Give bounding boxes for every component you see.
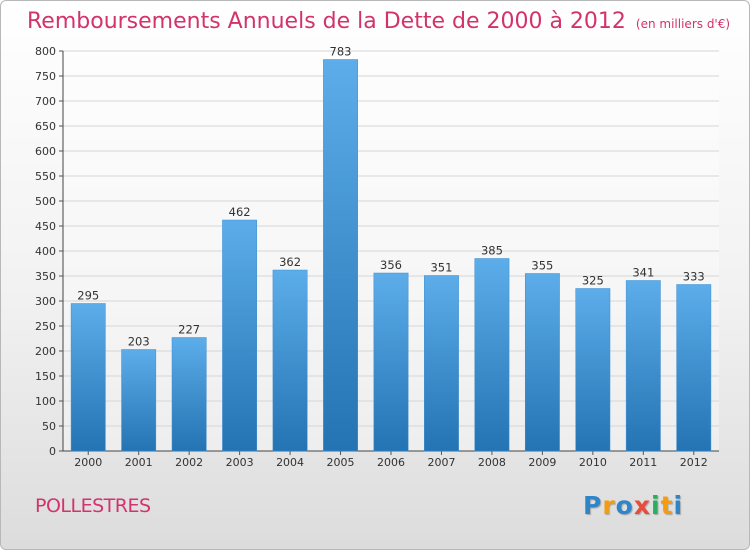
value-label: 356 (380, 258, 402, 272)
x-tick-label: 2000 (74, 456, 102, 469)
value-label: 783 (330, 45, 352, 59)
value-label: 385 (481, 244, 503, 258)
value-label: 295 (77, 289, 99, 303)
value-label: 351 (430, 261, 452, 275)
x-tick-label: 2012 (680, 456, 708, 469)
logo-letter: x (633, 491, 651, 520)
bar-2011 (625, 280, 661, 452)
value-label: 362 (279, 255, 301, 269)
x-tick-label: 2003 (226, 456, 254, 469)
y-tick-label: 0 (49, 445, 56, 458)
x-tick-label: 2001 (125, 456, 153, 469)
logo-letter: o (615, 491, 634, 520)
x-tick-label: 2006 (377, 456, 405, 469)
y-tick-label: 150 (35, 370, 56, 383)
y-tick-label: 750 (35, 70, 56, 83)
logo-letter: i (673, 491, 684, 520)
x-tick-label: 2004 (276, 456, 304, 469)
x-tick-label: 2010 (579, 456, 607, 469)
value-label: 203 (128, 335, 150, 349)
x-tick-label: 2009 (528, 456, 556, 469)
y-tick-label: 700 (35, 95, 56, 108)
chart-subtitle: (en milliers d'€) (635, 17, 731, 31)
y-tick-label: 250 (35, 320, 56, 333)
y-tick-label: 350 (35, 270, 56, 283)
bars (70, 59, 712, 452)
bar-2003 (222, 219, 258, 452)
chart-title-text: Remboursements Annuels de la Dette de 20… (27, 9, 626, 34)
x-tick-label: 2007 (427, 456, 455, 469)
bar-2001 (121, 349, 157, 452)
chart-title: Remboursements Annuels de la Dette de 20… (27, 9, 730, 34)
logo-letter: r (602, 491, 616, 520)
x-tick-label: 2005 (327, 456, 355, 469)
bar-2008 (474, 258, 510, 452)
value-label: 462 (229, 205, 251, 219)
y-tick-label: 200 (35, 345, 56, 358)
commune-name: POLLESTRES (35, 495, 151, 517)
y-tick-label: 500 (35, 195, 56, 208)
value-label: 355 (531, 259, 553, 273)
logo-letter: i (651, 491, 661, 520)
bar-2006 (373, 272, 409, 452)
proxiti-logo[interactable]: Proxiti (583, 491, 683, 520)
bar-2002 (171, 337, 207, 452)
y-tick-label: 450 (35, 220, 56, 233)
bar-2010 (575, 288, 611, 452)
y-tick-label: 550 (35, 170, 56, 183)
labels: 295 203 227 462 362 783 356 351 385 355 325 341 333 (77, 45, 704, 349)
value-label: 325 (582, 274, 604, 288)
bar-2000 (70, 303, 106, 452)
bar-2012 (676, 284, 712, 452)
y-tick-label: 50 (42, 420, 56, 433)
logo-letter: t (660, 491, 674, 520)
y-tick-label: 650 (35, 120, 56, 133)
x-tick-label: 2002 (175, 456, 203, 469)
x-tick-label: 2011 (629, 456, 657, 469)
x-tick-label: 2008 (478, 456, 506, 469)
bar-2005 (323, 59, 358, 452)
value-label: 333 (683, 270, 705, 284)
bar-2009 (524, 273, 560, 452)
bar-2007 (424, 275, 459, 452)
logo-letter: P (583, 491, 603, 520)
y-tick-label: 600 (35, 145, 56, 158)
y-tick-label: 800 (35, 45, 56, 58)
y-tick-label: 100 (35, 395, 56, 408)
bar-2004 (272, 269, 308, 452)
y-tick-label: 400 (35, 245, 56, 258)
y-tick-label: 300 (35, 295, 56, 308)
value-label: 341 (632, 266, 654, 280)
value-label: 227 (178, 323, 200, 337)
